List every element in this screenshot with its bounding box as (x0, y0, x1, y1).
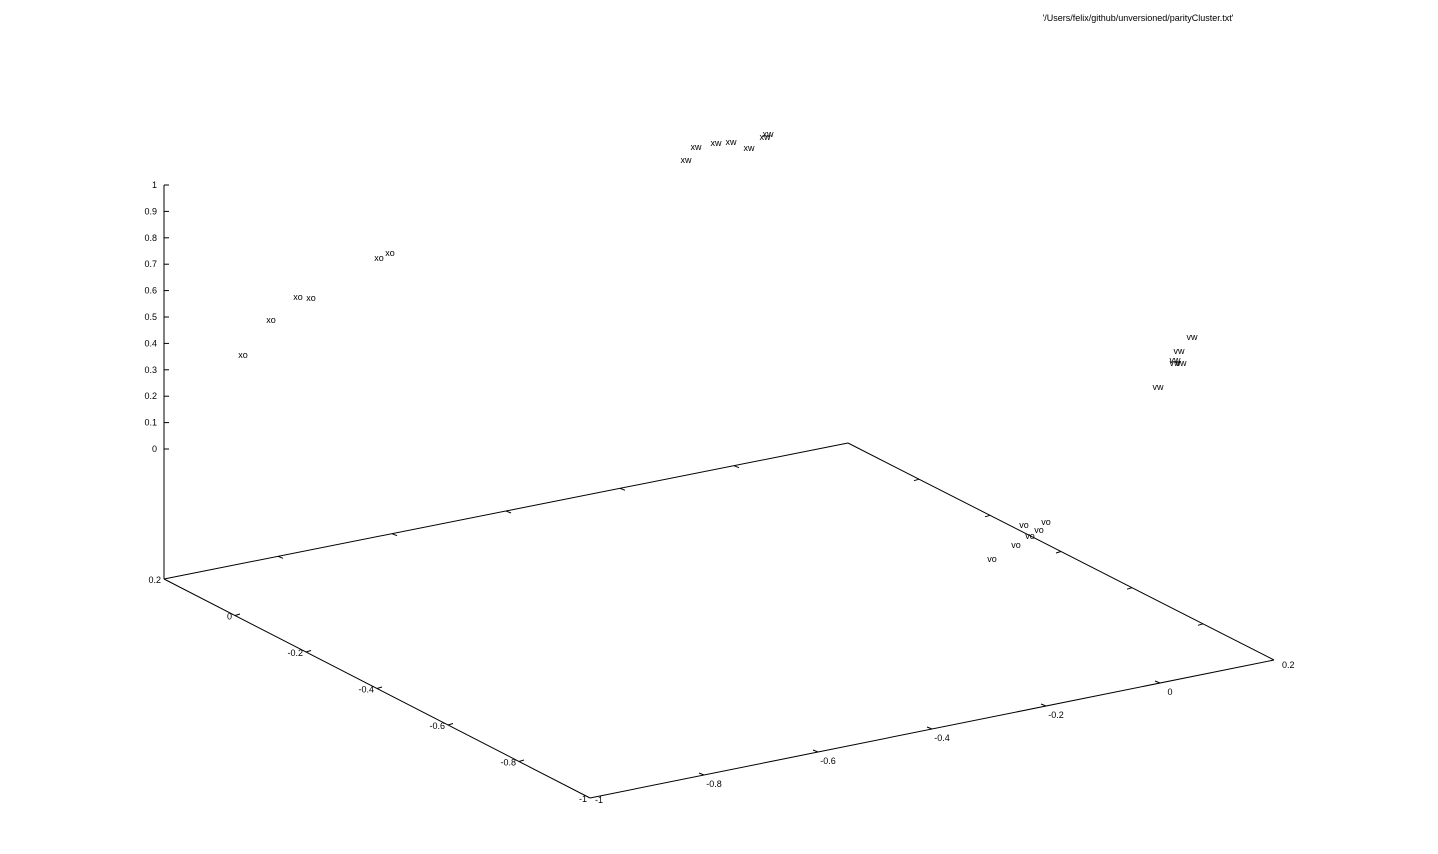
data-point-xw: xw (711, 138, 723, 148)
data-point-vw: vw (1170, 355, 1182, 365)
x-tick (518, 759, 525, 762)
data-point-vo: vo (1019, 520, 1029, 530)
data-point-xo: xo (385, 248, 395, 258)
z-tick-label: 0.1 (144, 418, 157, 428)
x-tick-label: 0 (227, 612, 232, 622)
y-tick-label: -0.8 (706, 779, 722, 789)
x-tick-label: -1 (579, 794, 587, 804)
x-tick-label: 0.2 (148, 575, 161, 585)
x-tick-label: -0.4 (358, 685, 374, 695)
y-back-tick (1055, 551, 1062, 554)
y-tick (812, 749, 819, 753)
x-back-tick (505, 510, 512, 514)
data-point-vo: vo (1034, 525, 1044, 535)
z-tick-label: 0.4 (144, 338, 157, 348)
x-back-tick (391, 533, 398, 537)
data-point-xo: xo (266, 315, 276, 325)
data-point-vo: vo (1041, 517, 1051, 527)
data-point-xw: xw (691, 142, 703, 152)
data-point-vw: vw (1153, 382, 1165, 392)
y-tick (926, 726, 933, 730)
data-point-xw: xw (760, 132, 772, 142)
data-point-vo: vo (1011, 540, 1021, 550)
x-tick-label: -0.2 (287, 648, 303, 658)
x-tick (305, 650, 312, 653)
ticks-group: 1 0.9 0.8 0.7 0.6 0.5 0.4 0.3 0.2 0.1 0 0.2 0 -0.2 -0.… (144, 180, 1294, 805)
data-point-xo: xo (238, 350, 248, 360)
y-tick (1154, 680, 1161, 684)
data-point-vw: vw (1187, 332, 1199, 342)
y-tick-label: -0.4 (934, 733, 950, 743)
x-tick-label: -0.8 (500, 758, 516, 768)
z-tick-label: 0.5 (144, 312, 157, 322)
data-point-xw: xw (726, 137, 738, 147)
z-tick-label: 0.6 (144, 286, 157, 296)
y-tick-label: -0.2 (1048, 710, 1064, 720)
x-tick (447, 723, 454, 726)
y-tick (1040, 703, 1047, 707)
z-tick-label: 0.7 (144, 259, 157, 269)
z-tick-label: 0.9 (144, 206, 157, 216)
data-point-vw: vw (1176, 358, 1188, 368)
z-tick-label: 0.3 (144, 365, 157, 375)
y-back-tick (1197, 623, 1204, 626)
x-tick (234, 613, 241, 616)
plot-title: '/Users/felix/github/unversioned/parityC… (1042, 13, 1233, 23)
data-point-vw: vw (1174, 346, 1186, 356)
z-tick-label: 0 (152, 444, 157, 454)
data-point-xw: xw (763, 129, 775, 139)
x-back-tick (277, 555, 284, 559)
data-point-xo: xo (306, 293, 316, 303)
y-back-tick (913, 478, 920, 482)
data-point-xw: xw (681, 155, 693, 165)
x-back-tick (619, 487, 626, 491)
data-point-vo: vo (1025, 531, 1035, 541)
y-tick-label: 0 (1167, 687, 1172, 697)
y-tick-label: -1 (595, 795, 603, 805)
y-back-tick (984, 514, 991, 518)
z-tick-label: 0.8 (144, 233, 157, 243)
y-back-tick (1126, 587, 1133, 590)
y-tick (698, 772, 705, 776)
z-tick-label: 0.2 (144, 391, 157, 401)
x-back-tick (733, 465, 740, 469)
x-tick (376, 686, 383, 689)
y-tick-label: 0.2 (1282, 660, 1295, 670)
data-point-vw: vw (1170, 358, 1182, 368)
x-tick-label: -0.6 (429, 721, 445, 731)
data-point-vo: vo (987, 554, 997, 564)
z-tick-label: 1 (152, 180, 157, 190)
data-point-xo: xo (293, 292, 303, 302)
y-tick-label: -0.6 (820, 756, 836, 766)
data-point-xo: xo (374, 253, 384, 263)
data-point-xw: xw (744, 143, 756, 153)
axes-group (163, 185, 1275, 799)
